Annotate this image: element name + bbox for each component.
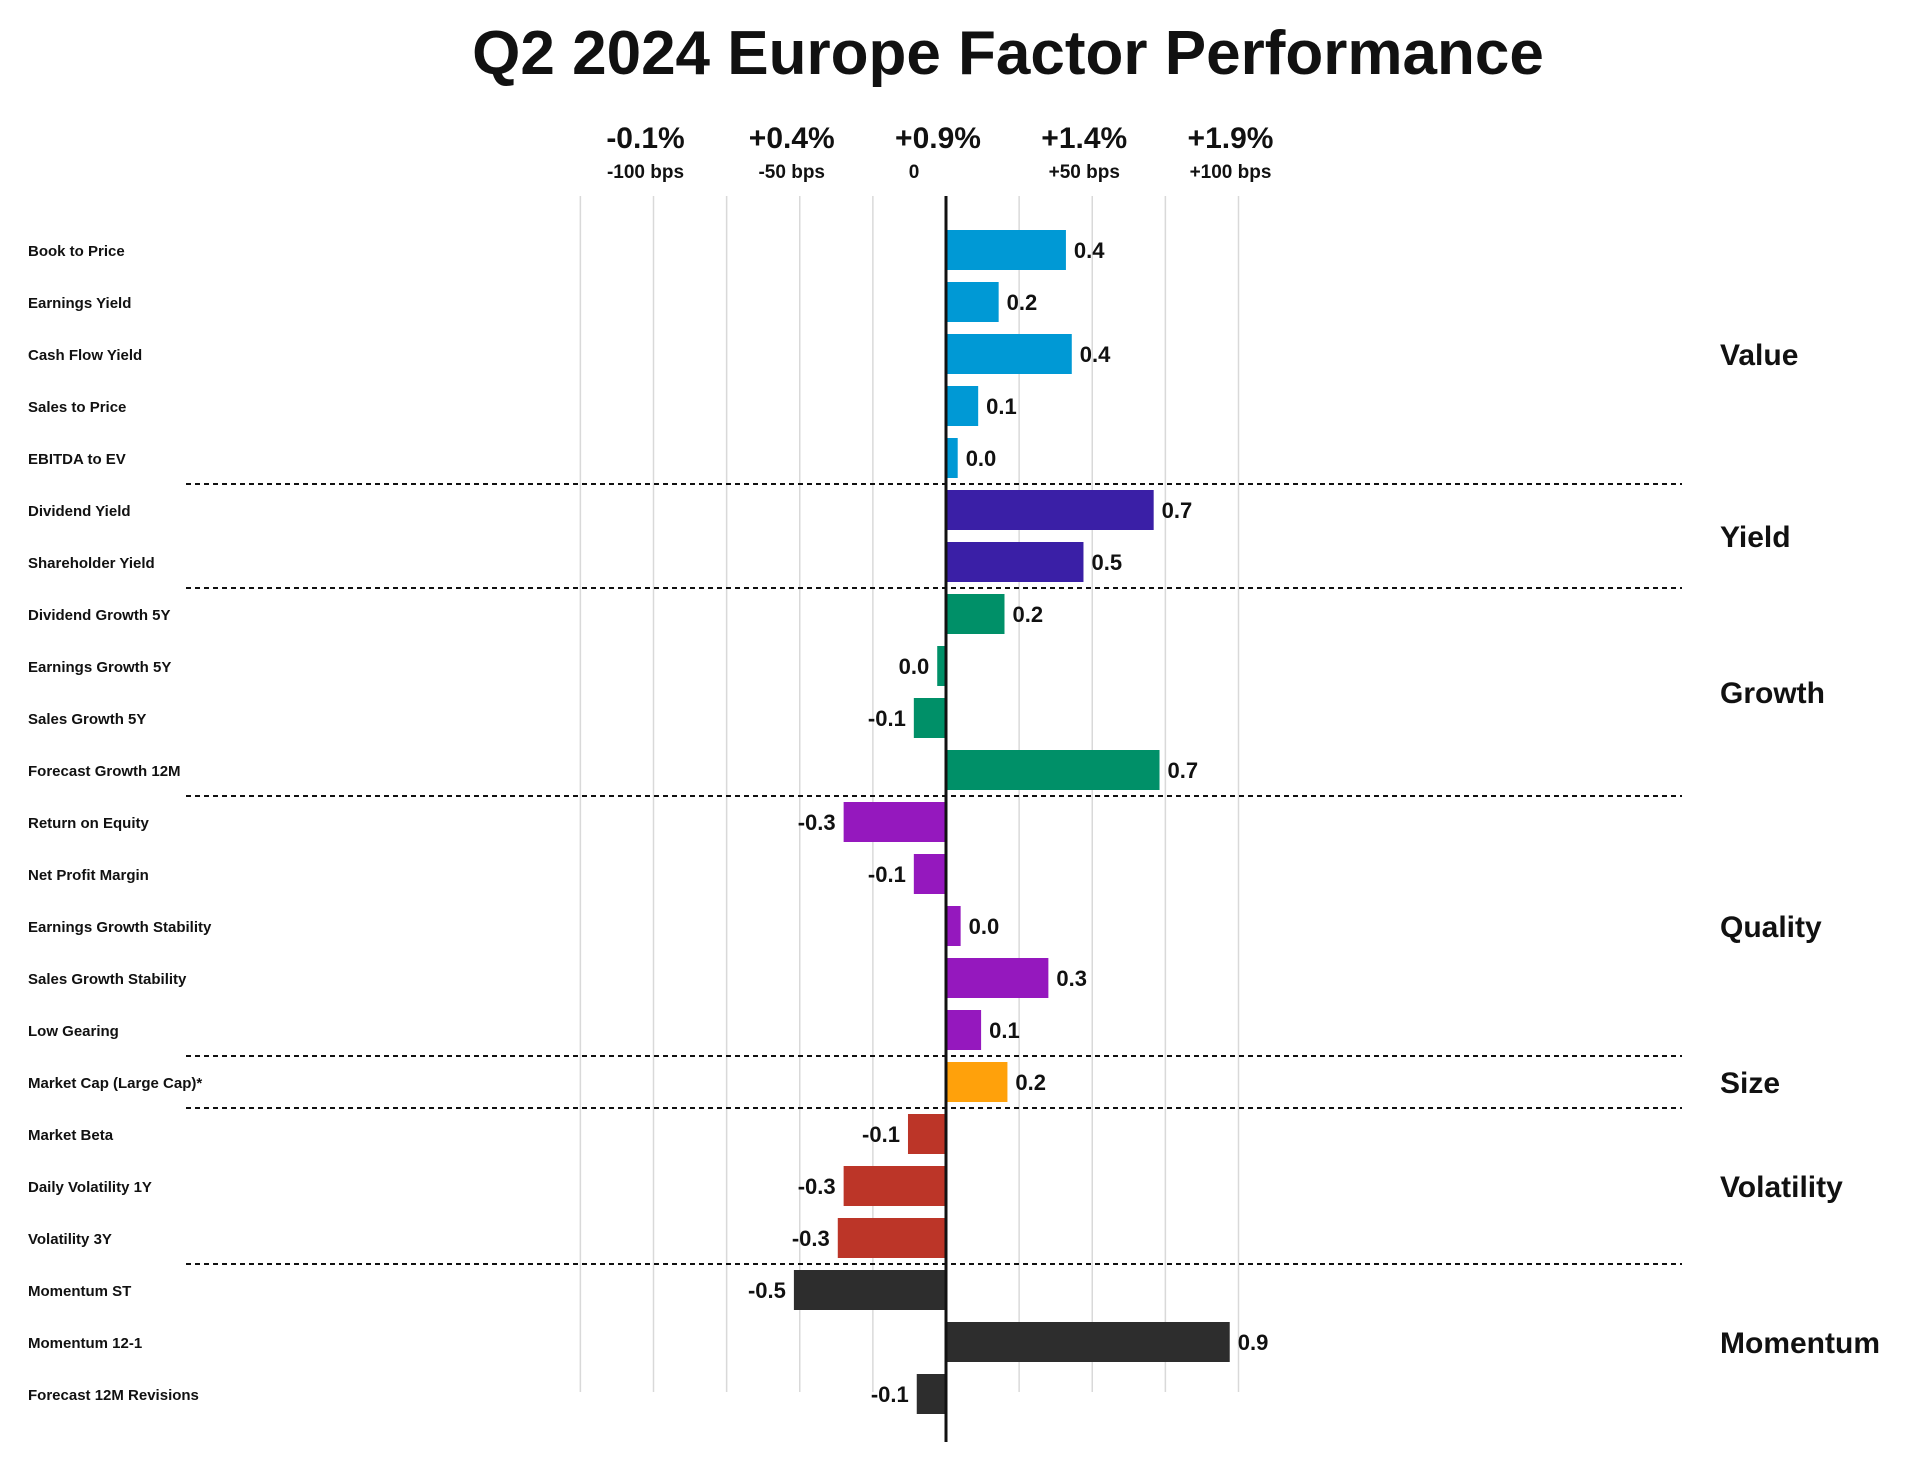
- tick-label-pct: +0.4%: [749, 122, 835, 155]
- value-label: -0.1: [868, 706, 906, 731]
- category-labels: Book to Price Earnings Yield Cash Flow Yie…: [28, 243, 212, 1404]
- category-label: Net Profit Margin: [28, 867, 149, 884]
- category-label: Volatility 3Y: [28, 1231, 112, 1248]
- category-label: Momentum 12-1: [28, 1335, 142, 1352]
- value-label: -0.3: [792, 1226, 830, 1251]
- bars: [793, 230, 1230, 1414]
- bar-volatility-3y: [837, 1218, 946, 1258]
- value-label: 0.2: [1015, 1070, 1046, 1095]
- value-label: 0.5: [1091, 550, 1122, 575]
- tick-label-pct: +1.4%: [1041, 122, 1127, 155]
- value-label: 0.0: [966, 446, 997, 471]
- tick-label-bps: -100 bps: [607, 162, 684, 183]
- bar-low-gearing: [946, 1010, 982, 1050]
- tick-label-pct: +0.9%: [895, 122, 981, 155]
- bar-cash-flow-yield: [946, 334, 1072, 374]
- value-label: 0.0: [899, 654, 930, 679]
- bar-earnings-yield: [946, 282, 999, 322]
- value-label: -0.1: [868, 862, 906, 887]
- category-label: Book to Price: [28, 243, 125, 260]
- group-label-size: Size: [1720, 1067, 1780, 1100]
- category-label: Earnings Yield: [28, 295, 131, 312]
- category-label: Earnings Growth Stability: [28, 919, 212, 936]
- value-label: 0.7: [1162, 498, 1193, 523]
- value-label: 0.4: [1080, 342, 1111, 367]
- tick-label-bps: +100 bps: [1190, 162, 1272, 183]
- category-label: Cash Flow Yield: [28, 347, 142, 364]
- bar-momentum-12-1: [946, 1322, 1230, 1362]
- bar-net-profit-margin: [913, 854, 946, 894]
- bar-dividend-growth-5y: [946, 594, 1005, 634]
- value-label: -0.1: [862, 1122, 900, 1147]
- group-label-volatility: Volatility: [1720, 1171, 1843, 1204]
- category-label: Return on Equity: [28, 815, 149, 832]
- group-label-momentum: Momentum: [1720, 1327, 1880, 1360]
- category-label: Market Beta: [28, 1127, 114, 1144]
- category-label: EBITDA to EV: [28, 451, 126, 468]
- value-label: -0.3: [798, 810, 836, 835]
- value-labels: 0.4 0.2 0.4 0.1 0.0 0.7 0.5 0.2 0.0 -0.1 0.7 -0.3 -0…: [748, 238, 1268, 1407]
- tick-label-bps: 0: [909, 162, 920, 183]
- tick-label-bps: +50 bps: [1049, 162, 1120, 183]
- bar-momentum-st: [793, 1270, 946, 1310]
- category-label: Dividend Growth 5Y: [28, 607, 171, 624]
- bar-market-cap-large-cap: [946, 1062, 1008, 1102]
- bar-earnings-growth-5y: [937, 646, 946, 686]
- bar-sales-growth-stability: [946, 958, 1049, 998]
- category-label: Dividend Yield: [28, 503, 131, 520]
- value-label: -0.1: [871, 1382, 909, 1407]
- category-label: Earnings Growth 5Y: [28, 659, 171, 676]
- group-separators: [186, 483, 1682, 1265]
- tick-label-bps: -50 bps: [758, 162, 825, 183]
- bar-forecast-12m-revisions: [916, 1374, 946, 1414]
- value-label: 0.1: [986, 394, 1017, 419]
- bar-book-to-price: [946, 230, 1066, 270]
- bar-earnings-growth-stability: [946, 906, 961, 946]
- category-label: Sales to Price: [28, 399, 126, 416]
- group-label-quality: Quality: [1720, 911, 1822, 944]
- value-label: 0.0: [969, 914, 1000, 939]
- category-label: Daily Volatility 1Y: [28, 1179, 152, 1196]
- category-label: Forecast Growth 12M: [28, 763, 181, 780]
- chart-title: Q2 2024 Europe Factor Performance: [472, 19, 1544, 88]
- group-label-yield: Yield: [1720, 521, 1791, 554]
- bar-return-on-equity: [843, 802, 946, 842]
- bar-shareholder-yield: [946, 542, 1084, 582]
- value-label: 0.7: [1168, 758, 1199, 783]
- bar-sales-growth-5y: [913, 698, 946, 738]
- category-label: Sales Growth Stability: [28, 971, 187, 988]
- bar-dividend-yield: [946, 490, 1154, 530]
- category-label: Market Cap (Large Cap)*: [28, 1075, 202, 1092]
- bar-daily-volatility-1y: [843, 1166, 946, 1206]
- x-axis-ticks: -0.1% -100 bps +0.4% -50 bps +0.9% 0 +1.4% +50 …: [606, 122, 1273, 183]
- group-labels: Value Yield Growth Quality Size Volatility Mom…: [1720, 339, 1880, 1360]
- tick-label-pct: +1.9%: [1188, 122, 1274, 155]
- category-label: Shareholder Yield: [28, 555, 155, 572]
- value-label: -0.3: [798, 1174, 836, 1199]
- value-label: 0.9: [1238, 1330, 1269, 1355]
- bar-forecast-growth-12m: [946, 750, 1160, 790]
- tick-label-pct: -0.1%: [606, 122, 684, 155]
- group-label-growth: Growth: [1720, 677, 1825, 710]
- category-label: Sales Growth 5Y: [28, 711, 146, 728]
- group-label-value: Value: [1720, 339, 1798, 372]
- value-label: -0.5: [748, 1278, 786, 1303]
- value-label: 0.4: [1074, 238, 1105, 263]
- bar-sales-to-price: [946, 386, 979, 426]
- value-label: 0.1: [989, 1018, 1020, 1043]
- value-label: 0.2: [1013, 602, 1044, 627]
- value-label: 0.3: [1056, 966, 1087, 991]
- value-label: 0.2: [1007, 290, 1038, 315]
- category-label: Low Gearing: [28, 1023, 119, 1040]
- category-label: Forecast 12M Revisions: [28, 1387, 199, 1404]
- bar-ebitda-to-ev: [946, 438, 958, 478]
- grid-lines: [579, 196, 1240, 1392]
- category-label: Momentum ST: [28, 1283, 131, 1300]
- bar-market-beta: [907, 1114, 946, 1154]
